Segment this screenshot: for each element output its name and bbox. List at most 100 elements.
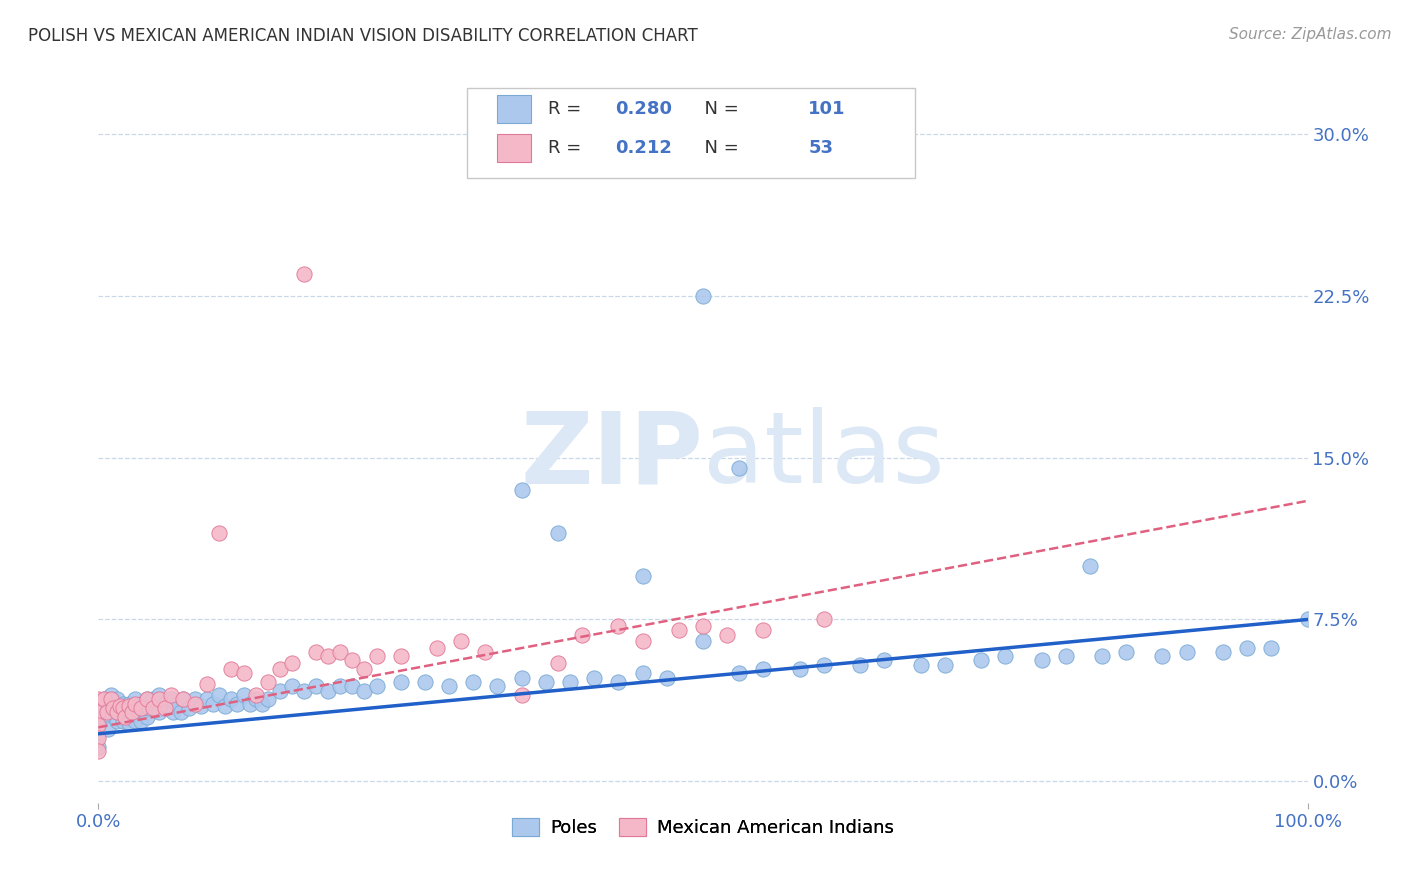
Point: [281, 656, 304, 670]
Point: [607, 675, 630, 690]
Point: [558, 675, 581, 690]
Point: [329, 679, 352, 693]
Point: [534, 675, 557, 690]
Point: [135, 692, 157, 706]
Point: [87, 692, 110, 706]
Bar: [498, 95, 531, 123]
Point: [121, 705, 143, 719]
Point: [1078, 558, 1101, 573]
Point: [232, 666, 254, 681]
Point: [752, 662, 775, 676]
Point: [571, 627, 593, 641]
Point: [426, 640, 449, 655]
Point: [208, 526, 231, 541]
Point: [87, 705, 110, 719]
Point: [214, 698, 236, 713]
Point: [114, 709, 136, 723]
Point: [752, 624, 775, 638]
Point: [100, 692, 122, 706]
Point: [118, 697, 141, 711]
Text: Source: ZipAtlas.com: Source: ZipAtlas.com: [1229, 27, 1392, 42]
Point: [124, 692, 146, 706]
Point: [108, 703, 131, 717]
Point: [1054, 649, 1077, 664]
Point: [692, 619, 714, 633]
Point: [97, 723, 120, 737]
Point: [655, 138, 678, 153]
Bar: [498, 135, 531, 161]
Point: [202, 697, 225, 711]
Point: [655, 671, 678, 685]
Point: [87, 698, 110, 713]
Point: [305, 679, 328, 693]
Point: [105, 692, 128, 706]
Point: [184, 697, 207, 711]
Point: [172, 692, 194, 706]
Point: [105, 705, 128, 719]
Point: [813, 612, 835, 626]
Point: [96, 705, 118, 719]
Legend: Poles, Mexican American Indians: Poles, Mexican American Indians: [505, 811, 901, 845]
Point: [169, 705, 191, 719]
Point: [100, 705, 122, 719]
Point: [108, 698, 131, 713]
Point: [148, 692, 170, 706]
Point: [160, 692, 183, 706]
Point: [692, 634, 714, 648]
Point: [510, 483, 533, 497]
Point: [583, 671, 606, 685]
Point: [631, 634, 654, 648]
Point: [873, 653, 896, 667]
Point: [1031, 653, 1053, 667]
Point: [87, 714, 110, 728]
Point: [250, 697, 273, 711]
Point: [1212, 645, 1234, 659]
Point: [93, 692, 115, 706]
Text: POLISH VS MEXICAN AMERICAN INDIAN VISION DISABILITY CORRELATION CHART: POLISH VS MEXICAN AMERICAN INDIAN VISION…: [28, 27, 697, 45]
Point: [292, 683, 315, 698]
Point: [129, 701, 152, 715]
Point: [450, 634, 472, 648]
Point: [190, 698, 212, 713]
Point: [118, 698, 141, 713]
Point: [437, 679, 460, 693]
Point: [148, 688, 170, 702]
Point: [510, 671, 533, 685]
Point: [105, 714, 128, 728]
Point: [970, 653, 993, 667]
Point: [226, 697, 249, 711]
Point: [153, 697, 176, 711]
Point: [366, 679, 388, 693]
Text: R =: R =: [548, 100, 588, 118]
Point: [145, 703, 167, 717]
Point: [413, 675, 436, 690]
Point: [87, 744, 110, 758]
Point: [366, 649, 388, 664]
Point: [463, 675, 485, 690]
Point: [245, 692, 267, 706]
Point: [728, 461, 751, 475]
Point: [547, 526, 569, 541]
Point: [316, 683, 339, 698]
Point: [849, 657, 872, 672]
Point: [728, 666, 751, 681]
Text: N =: N =: [693, 100, 745, 118]
Point: [668, 624, 690, 638]
Point: [292, 268, 315, 282]
Point: [184, 692, 207, 706]
Point: [166, 697, 188, 711]
Point: [195, 692, 218, 706]
Point: [631, 569, 654, 583]
Point: [329, 645, 352, 659]
Point: [353, 662, 375, 676]
Point: [221, 692, 243, 706]
Point: [474, 645, 496, 659]
Text: atlas: atlas: [703, 408, 945, 505]
Point: [221, 662, 243, 676]
Point: [142, 692, 165, 706]
Text: 53: 53: [808, 139, 834, 157]
Point: [269, 683, 291, 698]
Point: [118, 716, 141, 731]
Point: [1260, 640, 1282, 655]
Point: [124, 697, 146, 711]
